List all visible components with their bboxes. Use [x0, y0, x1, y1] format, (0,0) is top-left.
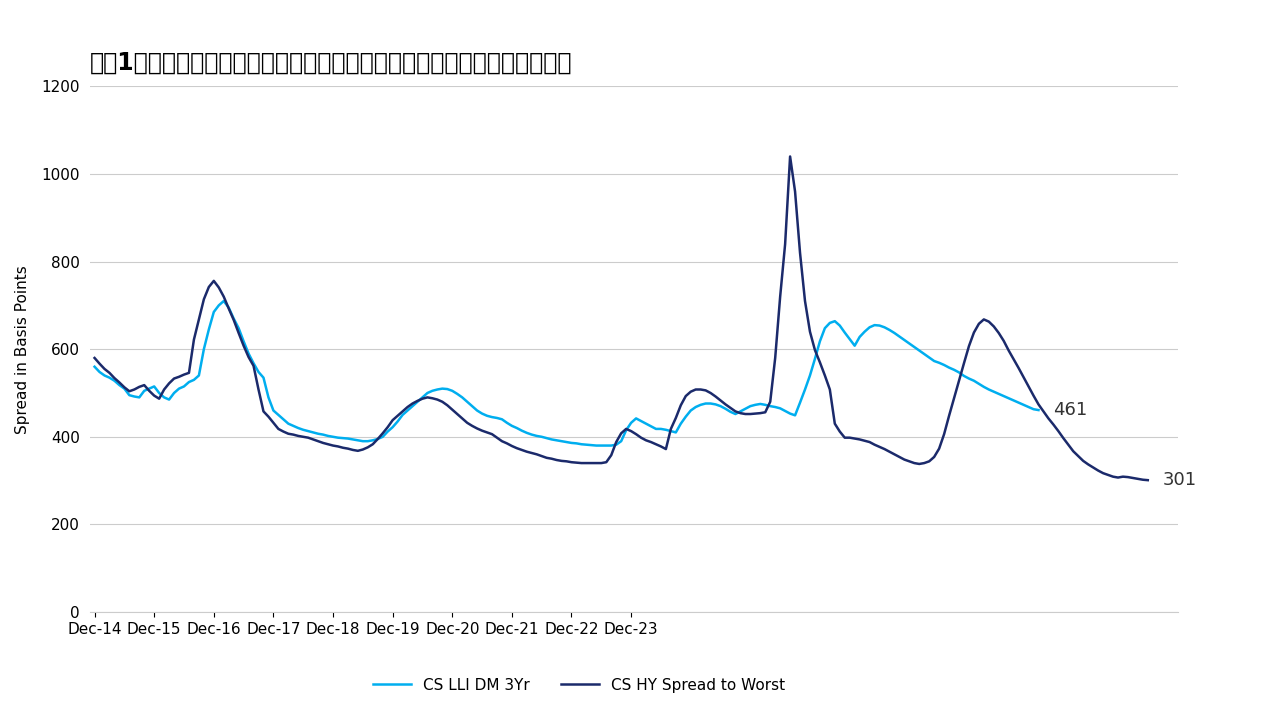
CS HY Spread to Worst: [116, 383, 132, 392]
CS HY Spread to Worst: [87, 354, 102, 362]
CS LLI DM 3Yr: [1030, 406, 1046, 415]
CS HY Spread to Worst: [608, 438, 623, 446]
CS HY Spread to Worst: [449, 410, 465, 418]
CS LLI DM 3Yr: [737, 405, 753, 413]
Text: 461: 461: [1053, 401, 1088, 419]
CS LLI DM 3Yr: [772, 404, 787, 413]
CS LLI DM 3Yr: [216, 297, 232, 305]
Line: CS LLI DM 3Yr: CS LLI DM 3Yr: [95, 301, 1038, 446]
CS HY Spread to Worst: [370, 435, 385, 444]
CS LLI DM 3Yr: [753, 400, 768, 408]
CS LLI DM 3Yr: [280, 419, 296, 428]
CS HY Spread to Worst: [330, 442, 346, 451]
CS HY Spread to Worst: [782, 152, 797, 161]
CS HY Spread to Worst: [1140, 476, 1156, 485]
CS LLI DM 3Yr: [589, 441, 604, 450]
Text: 301: 301: [1162, 471, 1197, 489]
Y-axis label: Spread in Basis Points: Spread in Basis Points: [15, 265, 31, 433]
Text: 図袆1：ハイイールド・スプレッドはローン・スプレッドよりも急速に縮小: 図袆1：ハイイールド・スプレッドはローン・スプレッドよりも急速に縮小: [90, 50, 572, 75]
Legend: CS LLI DM 3Yr, CS HY Spread to Worst: CS LLI DM 3Yr, CS HY Spread to Worst: [372, 678, 786, 693]
CS LLI DM 3Yr: [613, 437, 628, 446]
CS LLI DM 3Yr: [803, 371, 818, 379]
CS HY Spread to Worst: [280, 429, 296, 438]
Line: CS HY Spread to Worst: CS HY Spread to Worst: [95, 156, 1148, 480]
CS LLI DM 3Yr: [87, 362, 102, 371]
